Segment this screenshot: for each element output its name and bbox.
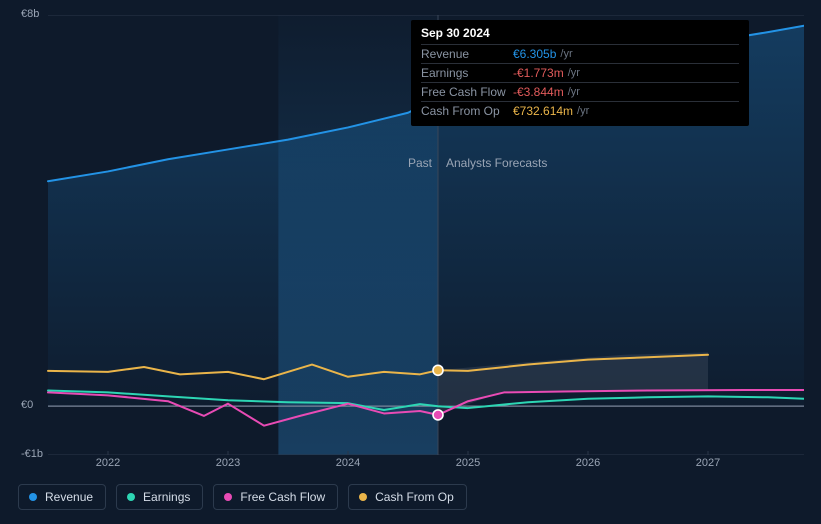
x-axis-tick-label: 2026 xyxy=(576,457,600,469)
tooltip-date: Sep 30 2024 xyxy=(421,26,739,40)
legend-item-label: Free Cash Flow xyxy=(240,490,325,504)
section-label-past: Past xyxy=(408,156,432,170)
y-axis-tick-label: €8b xyxy=(21,8,39,20)
legend-item-earnings[interactable]: Earnings xyxy=(116,484,203,510)
x-axis-tick-label: 2025 xyxy=(456,457,480,469)
tooltip-row-value: €6.305b xyxy=(513,47,556,61)
x-axis-tick-label: 2027 xyxy=(696,457,720,469)
legend-dot-icon xyxy=(359,493,367,501)
legend-item-revenue[interactable]: Revenue xyxy=(18,484,106,510)
tooltip-row: Cash From Op€732.614m/yr xyxy=(421,101,739,120)
tooltip-row: Earnings-€1.773m/yr xyxy=(421,63,739,82)
x-axis-tick-label: 2022 xyxy=(96,457,120,469)
tooltip-row-label: Revenue xyxy=(421,47,513,61)
tooltip-row: Revenue€6.305b/yr xyxy=(421,44,739,63)
tooltip-row-value: €732.614m xyxy=(513,104,573,118)
tooltip-row-value: -€3.844m xyxy=(513,85,564,99)
tooltip-row-unit: /yr xyxy=(568,86,580,98)
tooltip-row-label: Free Cash Flow xyxy=(421,85,513,99)
x-axis-tick-label: 2024 xyxy=(336,457,360,469)
legend: Revenue Earnings Free Cash Flow Cash From O… xyxy=(18,484,467,510)
x-axis-tick-label: 2023 xyxy=(216,457,240,469)
legend-dot-icon xyxy=(224,493,232,501)
hover-tooltip: Sep 30 2024 Revenue€6.305b/yrEarnings-€1… xyxy=(411,20,749,126)
legend-dot-icon xyxy=(127,493,135,501)
section-label-forecast: Analysts Forecasts xyxy=(446,156,547,170)
legend-item-label: Cash From Op xyxy=(375,490,454,504)
tooltip-row-label: Earnings xyxy=(421,66,513,80)
tooltip-row-unit: /yr xyxy=(577,105,589,117)
legend-item-label: Earnings xyxy=(143,490,190,504)
y-axis-tick-label: €0 xyxy=(21,399,33,411)
legend-item-fcf[interactable]: Free Cash Flow xyxy=(213,484,338,510)
tooltip-row-unit: /yr xyxy=(560,48,572,60)
legend-item-cfo[interactable]: Cash From Op xyxy=(348,484,467,510)
tooltip-row-unit: /yr xyxy=(568,67,580,79)
y-axis-tick-label: -€1b xyxy=(21,448,43,460)
tooltip-row-value: -€1.773m xyxy=(513,66,564,80)
tooltip-row-label: Cash From Op xyxy=(421,104,513,118)
legend-item-label: Revenue xyxy=(45,490,93,504)
tooltip-row: Free Cash Flow-€3.844m/yr xyxy=(421,82,739,101)
legend-dot-icon xyxy=(29,493,37,501)
